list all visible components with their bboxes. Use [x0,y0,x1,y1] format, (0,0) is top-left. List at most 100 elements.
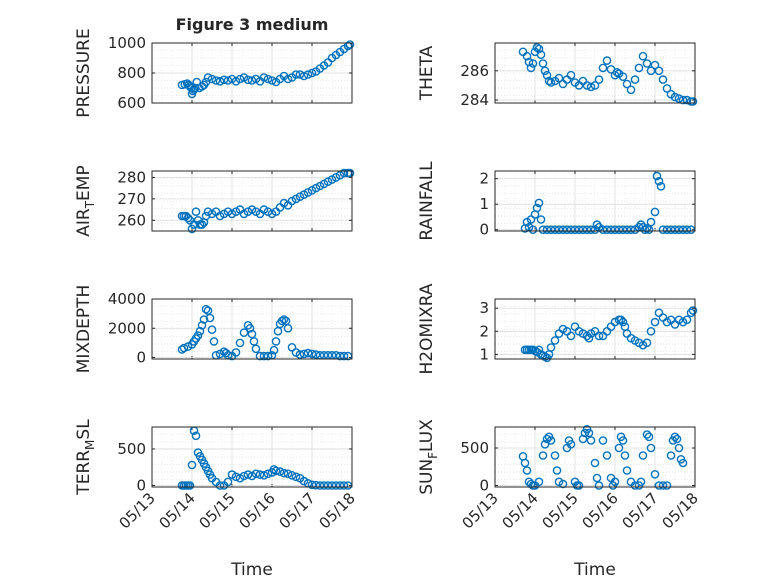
data-point [291,70,301,79]
data-point [550,451,560,460]
data-point [295,350,305,359]
data-point [271,337,281,346]
y-tick-label: 2 [479,322,489,340]
y-axis-label-terr-msl: TERRMSL [74,419,97,496]
data-point [566,225,576,234]
data-point [345,168,355,178]
data-point [243,75,253,85]
y-tick-label: 2000 [108,319,146,337]
y-tick-label: 1 [479,345,489,363]
data-point [640,225,650,234]
data-point [550,336,560,345]
y-tick-label: 0 [479,477,489,495]
axes-box [494,170,696,232]
data-point [586,82,596,92]
axes-box [151,426,353,488]
data-point [311,350,321,359]
data-point [223,477,233,487]
data-point [199,315,209,324]
data-point [650,317,660,327]
data-point [546,436,556,445]
data-point [658,481,668,490]
data-point [652,171,662,181]
data-point [642,338,652,348]
y-axis-label-air-temp: AIRTEMP [74,165,97,236]
data-point [538,225,548,234]
data-point [303,348,313,358]
data-point [590,458,600,468]
subplot-pressure: 600 800 1000 PRESSURE [74,28,355,118]
subplot-h2omixra: 1 2 3 H2OMIXRA [417,283,698,375]
x-tick-label: 05/14 [499,489,542,532]
data-point [638,51,648,61]
data-point [339,168,349,178]
y-tick-label: 800 [117,64,146,82]
subplot-terr-msl: 0 500 TERRMSL 05/1305/1405/1505/1605/1705/1… [74,419,359,533]
series-markers-pressure [177,40,355,99]
data-point [279,315,289,324]
data-point [532,43,542,52]
data-point [654,176,664,186]
y-tick-label: 280 [117,168,146,186]
x-tick-label: 05/17 [276,489,319,532]
data-point [650,207,660,217]
data-point [656,181,666,191]
data-point [303,70,313,79]
data-point [197,220,207,229]
data-point [578,225,588,234]
data-point [678,95,688,105]
data-point [534,345,544,355]
data-point [636,477,646,487]
data-point [620,451,630,460]
data-point [650,60,660,70]
data-point [622,79,632,89]
data-point [610,225,620,234]
data-point [295,70,305,79]
data-point [283,74,293,84]
data-point [259,351,269,361]
data-point [552,466,562,475]
data-point [602,56,612,65]
data-point [586,436,596,445]
y-tick-label: 600 [117,94,146,112]
data-point [654,66,664,76]
data-point [638,451,648,460]
series-markers-terr-msl [177,426,353,490]
axes-box [494,298,696,360]
data-point [522,466,532,475]
data-point [682,315,692,325]
y-tick-label: 284 [460,91,489,109]
data-point [666,451,676,460]
data-point [670,92,680,102]
y-tick-label: 500 [460,439,489,457]
data-point [646,443,656,453]
data-point [678,458,688,468]
data-point [287,470,297,480]
data-point [526,63,536,73]
data-point [339,351,349,361]
y-axis-label-h2omixra: H2OMIXRA [417,283,437,374]
data-point [323,481,333,490]
subplot-rainfall: 0 1 2 RAINFALL [417,161,696,241]
x-axis-label-left: Time [230,560,273,580]
data-point [584,333,594,343]
data-point [554,225,564,234]
data-point [311,480,321,490]
data-point [193,331,203,340]
data-point [259,470,269,480]
data-point [534,44,544,54]
data-point [634,63,644,73]
data-point [546,78,556,87]
data-point [307,349,317,359]
data-point [534,198,544,208]
data-point [275,467,285,476]
x-axis-label-right: Time [573,560,616,580]
data-point [215,77,225,86]
data-point [219,75,229,85]
data-point [291,472,301,482]
data-point [670,432,680,442]
data-point [622,225,632,234]
data-point [602,451,612,460]
data-point [191,431,201,441]
data-point [211,76,221,85]
